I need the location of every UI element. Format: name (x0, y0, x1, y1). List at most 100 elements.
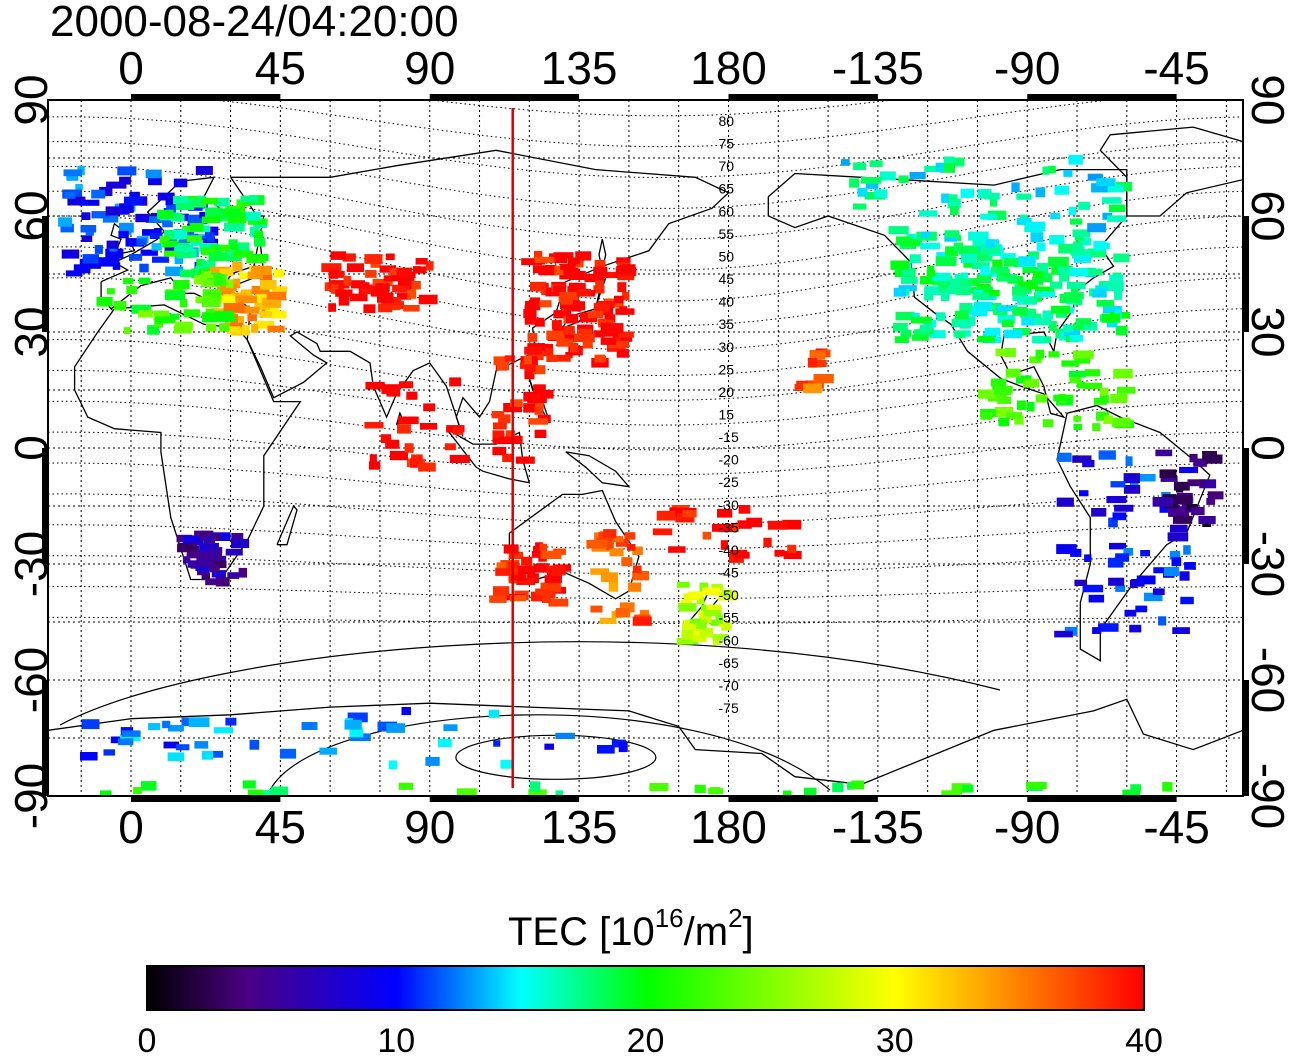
tec-cell (240, 289, 253, 297)
tec-cell (167, 752, 185, 762)
tec-cell (1069, 267, 1088, 277)
tec-cell (593, 266, 608, 277)
tec-cell (594, 259, 606, 269)
tec-cell (80, 225, 97, 233)
tec-cell (943, 156, 955, 167)
tec-cell (174, 213, 183, 220)
tec-cell (535, 588, 550, 596)
tec-cell (746, 517, 763, 528)
tec-cell (767, 520, 788, 530)
tec-cell (1014, 415, 1024, 425)
tec-cell (1112, 512, 1127, 521)
tec-cell (1110, 481, 1126, 488)
tec-cell (554, 265, 565, 276)
tec-cell (894, 336, 909, 344)
tec-cell (1096, 178, 1116, 187)
tec-cell (869, 160, 883, 167)
tec-cell (1026, 401, 1035, 412)
tec-cell (616, 257, 631, 265)
tec-cell (544, 575, 562, 583)
tec-cell (1114, 290, 1122, 300)
tec-cell (214, 197, 230, 207)
tec-cell (343, 275, 352, 286)
tec-cell (1074, 579, 1087, 586)
tec-cell (383, 275, 402, 282)
tec-cell (1022, 267, 1042, 274)
y-tick-label-left: -30 (5, 531, 57, 597)
tec-cell (972, 239, 985, 247)
tec-cell (94, 245, 103, 254)
tec-cell (1072, 323, 1084, 331)
tec-cell (1083, 382, 1102, 390)
y-tick-label-right: -30 (1242, 531, 1292, 597)
y-tick-label-right: 90 (1242, 74, 1292, 125)
x-axis-bottom-ticks: 0 45 90 135 180 -135 -90 -45 (118, 801, 1210, 853)
tec-cell (210, 532, 231, 541)
tec-cell (375, 283, 390, 291)
tec-cell (1125, 456, 1133, 466)
tec-cell (118, 230, 129, 239)
tec-cell (977, 335, 995, 343)
tec-cell (511, 573, 526, 581)
tec-cell (504, 355, 515, 362)
frame-bar-right (1243, 448, 1249, 564)
tec-cell (119, 203, 134, 213)
tec-cell (489, 595, 507, 603)
tec-cell (113, 301, 127, 311)
x-tick-label-bottom: 135 (541, 801, 618, 853)
tec-cell (449, 377, 461, 387)
tec-cell (254, 302, 270, 310)
tec-cell (199, 543, 216, 552)
tec-cell (180, 269, 195, 278)
tec-cell (103, 749, 115, 756)
coast-asia (222, 149, 730, 437)
tec-cell (398, 782, 414, 790)
tec-cell (148, 176, 162, 186)
tec-cell (60, 223, 74, 233)
tec-cell (984, 327, 1001, 336)
tec-cell (271, 786, 289, 796)
tec-cell (418, 462, 436, 472)
tec-cell (1092, 627, 1102, 634)
tec-cell (251, 285, 270, 295)
tec-cell (783, 790, 792, 796)
tec-cell (621, 557, 633, 567)
tec-cell (560, 301, 570, 309)
tec-cell (1174, 506, 1187, 514)
tec-cell (546, 330, 565, 340)
contour-label: 20 (719, 384, 735, 400)
tec-cell (1073, 423, 1082, 430)
contour-label: -70 (719, 677, 739, 693)
tec-cell (140, 249, 158, 256)
tec-cell (528, 789, 547, 796)
tec-cell (423, 403, 436, 412)
plot-layer: 80 75 70 65 60 55 50 45 40 35 30 25 20 15 -15 -20 -25 -30… (48, 100, 1243, 796)
tec-cell (1162, 782, 1173, 792)
tec-cell (415, 258, 428, 265)
tec-cell (983, 289, 1000, 297)
tec-cell (525, 301, 541, 311)
tec-cell (205, 578, 224, 586)
tec-cell (401, 707, 411, 716)
tec-cell (605, 541, 614, 551)
tec-cell (449, 454, 470, 463)
tec-cell (524, 364, 536, 373)
tec-cell (980, 213, 997, 220)
tec-cell (58, 217, 73, 227)
tec-cell (1092, 289, 1107, 298)
tec-cell (1183, 545, 1191, 555)
tec-cell (162, 241, 174, 248)
tec-cell (567, 257, 580, 265)
y-tick-label-left: 0 (5, 435, 57, 461)
tec-cell (213, 272, 222, 282)
tec-cell (505, 430, 516, 440)
tec-cell (389, 450, 408, 461)
tec-cell (1130, 784, 1142, 791)
contour-label: -55 (719, 610, 739, 626)
tec-cell (140, 781, 157, 791)
tec-cell (117, 738, 134, 746)
tec-cell (534, 256, 555, 263)
tec-cell (1068, 206, 1077, 216)
tec-cell (1077, 237, 1092, 246)
tec-cell (1025, 221, 1046, 231)
